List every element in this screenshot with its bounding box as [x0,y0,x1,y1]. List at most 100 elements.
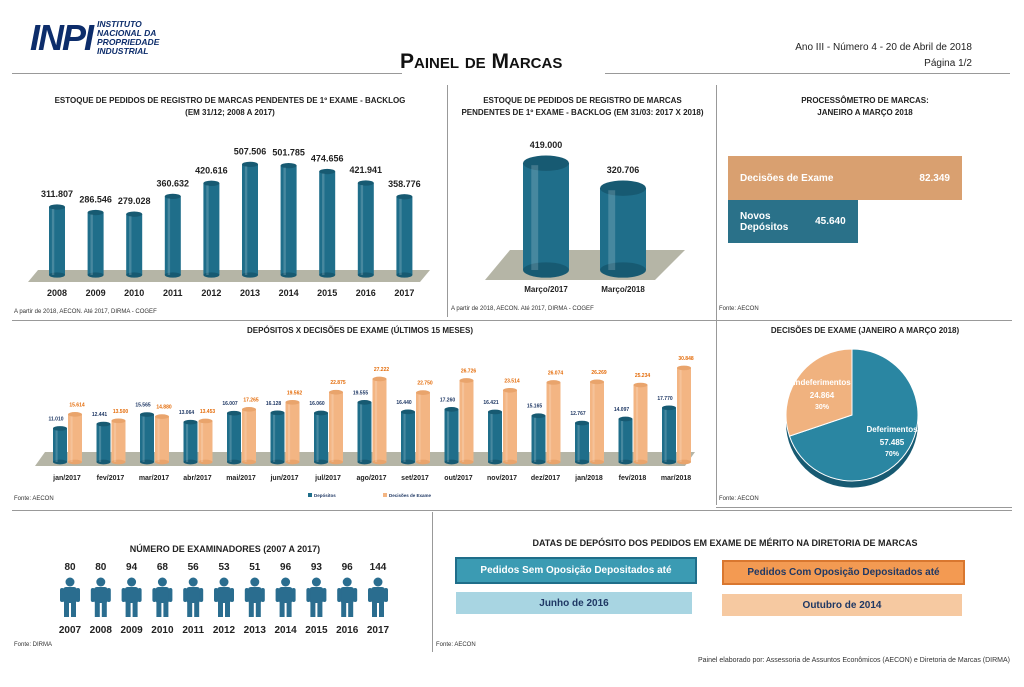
divider [12,73,402,74]
person-icon [60,578,80,618]
bar-Depósitos-base [271,460,285,465]
x-tick-label: jul/2017 [314,475,341,482]
data-label: 12.767 [570,411,586,417]
data-label: 27.222 [374,367,390,373]
bar-Decisões de Exame-base [677,460,691,465]
person-icon [183,578,203,618]
bar-Decisões de Exame-top [634,383,648,388]
data-label: 19.562 [287,390,303,396]
bar-Decisões de Exame-shine [114,423,116,462]
divider [447,85,448,317]
backlog-compare-title: ESTOQUE DE PEDIDOS DE REGISTRO DE MARCAS… [455,95,710,119]
bar-value: 82.349 [919,173,950,184]
examiner-count: 53 [218,562,230,573]
bar-Depósitos [97,424,111,462]
bar-Depósitos-shine [578,425,580,462]
bar-Depósitos-base [662,460,676,465]
bar-2016-shine [361,185,363,275]
bar-2017 [396,197,412,275]
bar-2012-top [203,181,219,186]
bar-2016-top [358,180,374,185]
bar-Decisões de Exame [199,421,213,462]
data-label: 420.616 [195,165,228,175]
bar-label: Novos Depósitos [740,211,815,233]
bar-Depósitos-shine [186,424,188,462]
bar-Decisões de Exame-shine [549,384,551,462]
bar-Decisões de Exame [373,379,387,462]
bar-Depósitos-base [488,460,502,465]
backlog-chart: 311.8072008286.5462009279.0282010360.632… [0,120,445,305]
bar-Depósitos-base [97,460,111,465]
data-label: 501.785 [272,148,305,158]
examiners-chart: 8020078020089420096820105620115320125120… [20,555,430,640]
bar-2009-base [88,272,104,277]
bar-Depósitos-shine [447,411,449,462]
bar-Decisões de Exame-top [286,400,300,405]
legend-swatch [383,493,387,497]
source-note: Fonte: AECON [719,306,759,312]
bar-Decisões de Exame-shine [201,423,203,462]
bar-Depósitos [227,413,241,462]
person-icon [276,578,296,618]
source-note: A partir de 2018, AECON. Até 2017, DIRMA… [14,309,157,315]
bar-Depósitos-shine [230,415,232,462]
bar-Decisões de Exame-top [460,378,474,383]
bar-Depósitos-top [488,410,502,415]
legend-label: Decisões de Exame [389,493,432,498]
data-label: 13.453 [200,409,216,415]
examiner-count: 51 [249,562,261,573]
bar-Decisões de Exame [547,382,561,462]
bar-2013 [242,164,258,275]
bar-Decisões de Exame-top [199,419,213,424]
data-label: 16.128 [266,401,282,407]
x-tick-label: ago/2017 [357,475,387,482]
bar-Decisões de Exame [242,409,256,462]
data-label: 16.060 [309,401,325,407]
person-icon [91,578,111,618]
bar-2010-shine [129,216,131,275]
bar-Decisões de Exame-base [547,460,561,465]
bar-2008-base [49,272,65,277]
bar-Depósitos [532,416,546,462]
bar-Depósitos-base [140,460,154,465]
divider [716,507,1012,508]
bar-Decisões de Exame-top [503,388,517,393]
x-tick-label: 2016 [336,625,359,636]
person-icon [122,578,142,618]
data-label: 11.010 [48,416,63,422]
bar-2012-shine [206,185,208,275]
bar-Decisões de Exame-shine [636,387,638,462]
bar-Depósitos-top [401,410,415,415]
bar-2013-base [242,272,258,277]
bar-Março/2017-shine [531,165,538,270]
bar-2017-base [396,272,412,277]
data-label: 14.097 [614,407,630,413]
bar-Decisões de Exame-top [547,380,561,385]
legend-swatch [308,493,312,497]
data-label: 26.074 [548,370,564,376]
bar-2015-top [319,169,335,174]
person-icon [337,578,357,618]
bar-Março/2017-top [523,155,569,170]
divider [716,85,717,505]
sem-oposicao-value: Junho de 2016 [456,592,692,614]
bar-Decisões de Exame-shine [680,370,682,462]
dates-title: DATAS DE DEPÓSITO DOS PEDIDOS EM EXAME D… [440,537,1010,549]
data-label: 16.440 [396,400,412,406]
x-tick-label: jan/2017 [52,475,81,482]
bar-Março/2018-base [600,262,646,277]
data-label: 15.614 [69,402,85,408]
bar-Depósitos [358,402,372,462]
bar-Decisões de Exame-top [242,407,256,412]
data-label: 22.750 [417,381,433,387]
x-tick-label: Março/2017 [524,285,568,294]
backlog-chart-title: ESTOQUE DE PEDIDOS DE REGISTRO DE MARCAS… [20,95,440,119]
bar-label: Decisões de Exame [740,173,833,184]
bar-Depósitos-shine [99,426,101,462]
data-label: 507.506 [234,146,267,156]
bar-Depósitos-base [314,460,328,465]
bar-Depósitos-shine [491,414,493,462]
x-tick-label: jun/2017 [269,475,298,482]
x-tick-label: 2012 [201,288,221,298]
source-note: Fonte: DIRMA [14,642,52,648]
